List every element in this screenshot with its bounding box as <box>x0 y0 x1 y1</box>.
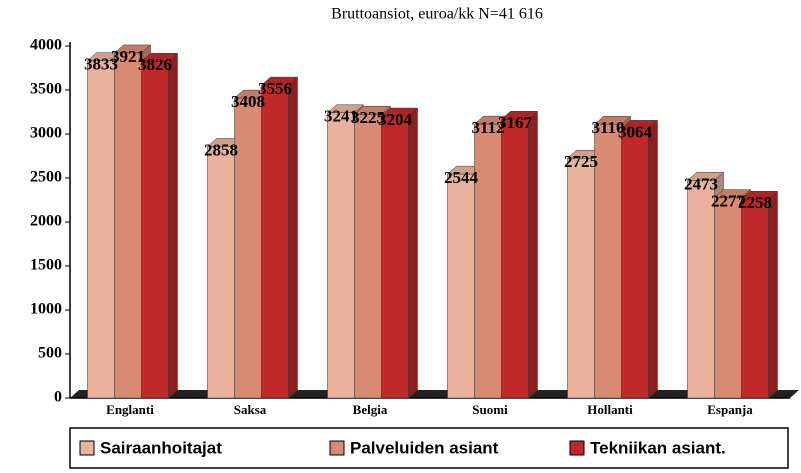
value-label: 3921 <box>111 47 145 66</box>
bar <box>354 113 382 399</box>
bar <box>141 61 169 399</box>
bar <box>621 128 649 399</box>
bar <box>207 146 235 399</box>
value-label: 2544 <box>444 168 479 187</box>
value-label: 3112 <box>471 118 504 137</box>
value-label: 3110 <box>591 118 624 137</box>
value-label: 3167 <box>498 113 533 132</box>
y-tick-label: 4000 <box>30 37 62 54</box>
x-tick-label: Saksa <box>234 402 267 417</box>
value-label: 3204 <box>378 110 413 129</box>
y-tick-label: 2000 <box>30 213 62 230</box>
x-tick-label: Hollanti <box>587 402 633 417</box>
y-tick-label: 0 <box>54 389 62 406</box>
bar-side <box>168 52 178 399</box>
bar <box>381 115 409 399</box>
bar-side <box>768 190 778 399</box>
x-tick-label: Belgia <box>353 402 388 417</box>
value-label: 2725 <box>564 152 598 171</box>
legend-swatch <box>79 440 95 456</box>
legend-box <box>69 427 789 469</box>
legend-swatch <box>329 440 345 456</box>
bar <box>87 60 115 399</box>
y-tick-label: 3000 <box>30 125 62 142</box>
value-label: 3241 <box>324 107 358 126</box>
legend-label: Sairaanhoitajat <box>100 438 222 457</box>
value-label: 2258 <box>738 193 772 212</box>
y-tick-label: 1000 <box>30 301 62 318</box>
x-tick-label: Espanja <box>707 402 753 417</box>
legend-label: Tekniikan asiant. <box>590 438 726 457</box>
value-label: 3408 <box>231 92 265 111</box>
bar <box>474 123 502 399</box>
bar <box>327 112 355 399</box>
value-label: 2473 <box>684 174 718 193</box>
x-tick-label: Englanti <box>106 402 154 417</box>
bar-side <box>288 76 298 399</box>
x-tick-label: Suomi <box>472 402 508 417</box>
value-label: 2277 <box>711 192 746 211</box>
bar-side <box>408 107 418 399</box>
legend-label: Palveluiden asiant <box>350 438 499 457</box>
bar-side <box>648 119 658 399</box>
bar <box>234 97 262 399</box>
bar <box>501 119 529 399</box>
chart-title: Bruttoansiot, euroa/kk N=41 616 <box>331 6 543 23</box>
bar <box>114 52 142 399</box>
value-label: 3826 <box>138 55 172 74</box>
bar <box>714 197 742 399</box>
y-tick-label: 1500 <box>30 257 62 274</box>
legend-swatch <box>569 440 585 456</box>
bar <box>594 124 622 399</box>
value-label: 3833 <box>84 55 118 74</box>
bar <box>261 84 289 399</box>
y-tick-label: 2500 <box>30 169 62 186</box>
bar <box>447 173 475 399</box>
value-label: 3064 <box>618 122 653 141</box>
bar <box>567 157 595 399</box>
value-label: 2858 <box>204 140 238 159</box>
bar <box>741 199 769 399</box>
y-tick-label: 500 <box>38 345 62 362</box>
y-tick-label: 3500 <box>30 81 62 98</box>
bar-side <box>528 110 538 399</box>
bar <box>687 180 715 399</box>
value-label: 3225 <box>351 108 385 127</box>
value-label: 3556 <box>258 79 292 98</box>
